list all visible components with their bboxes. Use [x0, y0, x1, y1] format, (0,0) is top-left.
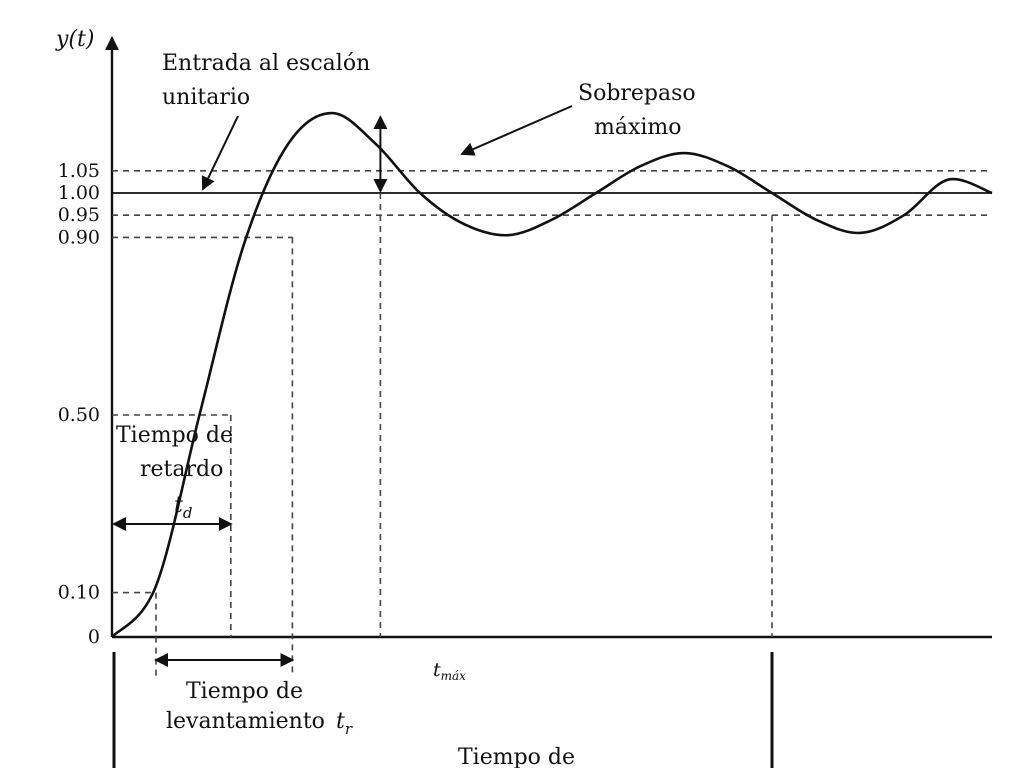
tmax-symbol: tmáx	[433, 659, 466, 683]
settling-time-label: Tiempo de	[458, 745, 575, 768]
rise-time-label: Tiempo de levantamiento	[166, 679, 325, 734]
annotations: Entrada al escalón unitario Sobrepaso má…	[112, 51, 774, 768]
y-tick-label: 0.10	[58, 582, 100, 604]
y-tick-label: 1.00	[58, 182, 100, 204]
overshoot-label: Sobrepaso máximo	[578, 81, 703, 140]
delay-time-label: Tiempo de retardo	[116, 423, 240, 482]
td-symbol: td	[174, 493, 192, 522]
y-axis-label: y(t)	[55, 27, 94, 52]
y-tick-label: 0.90	[58, 226, 100, 248]
response-curve-group	[111, 111, 993, 638]
y-ticks: 0 0.10 0.50 0.900.951.001.05	[58, 160, 100, 648]
step-input-pointer	[201, 115, 239, 191]
response-curve	[111, 111, 993, 638]
y-tick-label: 1.05	[58, 160, 100, 182]
tr-symbol: tr	[336, 709, 353, 738]
axes	[105, 36, 992, 639]
y-tick-label: 0	[88, 626, 100, 648]
y-tick-label: 0.50	[58, 404, 100, 426]
overshoot-pointer	[460, 105, 573, 156]
y-tick-label: 0.95	[58, 204, 100, 226]
step-input-label: Entrada al escalón unitario	[162, 51, 377, 110]
